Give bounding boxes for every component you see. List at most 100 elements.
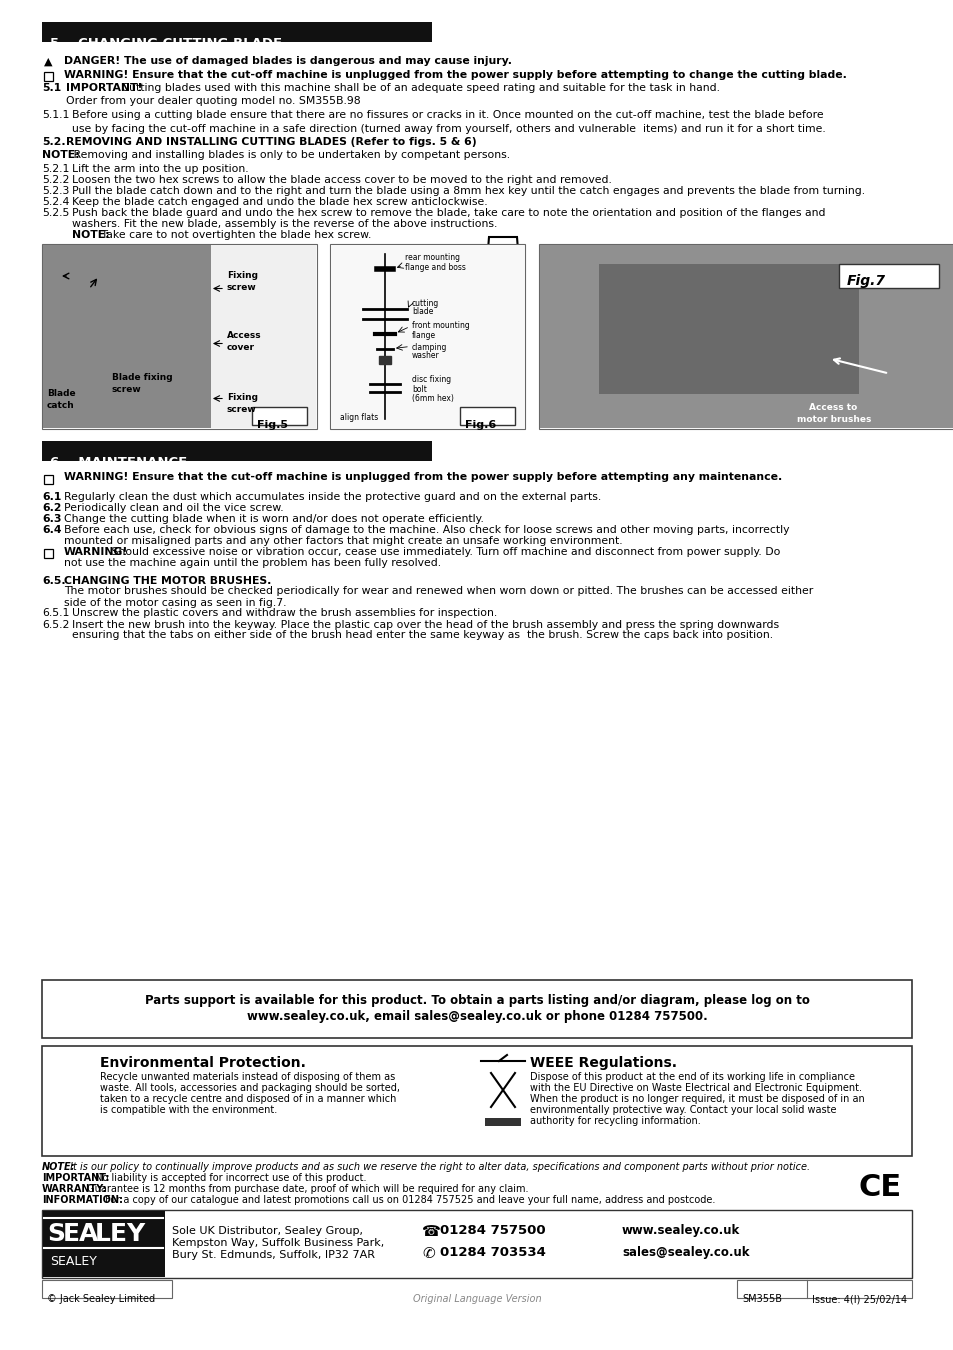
Text: bolt: bolt <box>412 385 426 393</box>
Text: © Jack Sealey Limited: © Jack Sealey Limited <box>47 1295 155 1304</box>
Text: Keep the blade catch engaged and undo the blade hex screw anticlockwise.: Keep the blade catch engaged and undo th… <box>71 197 487 207</box>
Text: 5.2.5: 5.2.5 <box>42 208 70 217</box>
Text: Insert the new brush into the keyway. Place the plastic cap over the head of the: Insert the new brush into the keyway. Pl… <box>71 620 779 629</box>
Text: WARNING! Ensure that the cut-off machine is unplugged from the power supply befo: WARNING! Ensure that the cut-off machine… <box>64 472 781 482</box>
Text: Kempston Way, Suffolk Business Park,: Kempston Way, Suffolk Business Park, <box>172 1238 384 1247</box>
Bar <box>44 474 53 483</box>
Text: Guarantee is 12 months from purchase date, proof of which will be required for a: Guarantee is 12 months from purchase dat… <box>84 1184 528 1193</box>
Text: 6.1: 6.1 <box>42 491 61 502</box>
Text: WARRANTY:: WARRANTY: <box>42 1184 108 1193</box>
Text: Fig.5: Fig.5 <box>256 420 288 429</box>
Text: Loosen the two hex screws to allow the blade access cover to be moved to the rig: Loosen the two hex screws to allow the b… <box>71 176 611 185</box>
Text: side of the motor casing as seen in fig.7.: side of the motor casing as seen in fig.… <box>64 598 286 608</box>
Circle shape <box>693 293 763 363</box>
Text: Fixing: Fixing <box>227 393 257 402</box>
Text: cover: cover <box>227 343 254 352</box>
Text: Before each use, check for obvious signs of damage to the machine. Also check fo: Before each use, check for obvious signs… <box>64 525 789 535</box>
Text: 5.2.2: 5.2.2 <box>42 176 70 185</box>
Text: NOTE:: NOTE: <box>71 230 110 240</box>
Text: 6.5.: 6.5. <box>42 575 66 586</box>
Text: WARNING! Ensure that the cut-off machine is unplugged from the power supply befo: WARNING! Ensure that the cut-off machine… <box>64 69 846 80</box>
Text: CHANGING THE MOTOR BRUSHES.: CHANGING THE MOTOR BRUSHES. <box>64 575 271 586</box>
Text: Unscrew the plastic covers and withdraw the brush assemblies for inspection.: Unscrew the plastic covers and withdraw … <box>71 609 497 618</box>
Text: not use the machine again until the problem has been fully resolved.: not use the machine again until the prob… <box>64 558 440 568</box>
Text: Parts support is available for this product. To obtain a parts listing and/or di: Parts support is available for this prod… <box>145 994 808 1007</box>
Text: catch: catch <box>47 401 74 409</box>
Text: Periodically clean and oil the vice screw.: Periodically clean and oil the vice scre… <box>64 504 283 513</box>
Text: Take care to not overtighten the blade hex screw.: Take care to not overtighten the blade h… <box>98 230 371 240</box>
Text: S: S <box>47 1222 65 1246</box>
Text: blade: blade <box>412 308 433 316</box>
Text: Push back the blade guard and undo the hex screw to remove the blade, take care : Push back the blade guard and undo the h… <box>71 208 824 217</box>
Text: 6.5.1: 6.5.1 <box>42 609 70 618</box>
Bar <box>211 244 315 428</box>
Text: screw: screw <box>112 386 142 394</box>
Text: 5.1.1: 5.1.1 <box>42 109 70 120</box>
Text: use by facing the cut-off machine in a safe direction (turned away from yourself: use by facing the cut-off machine in a s… <box>71 123 825 134</box>
Text: It is our policy to continually improve products and as such we reserve the righ: It is our policy to continually improve … <box>67 1162 809 1172</box>
Text: REMOVING AND INSTALLING CUTTING BLADES (Refer to figs. 5 & 6): REMOVING AND INSTALLING CUTTING BLADES (… <box>66 136 476 147</box>
Text: front mounting: front mounting <box>412 321 469 331</box>
Bar <box>44 72 53 81</box>
Text: The motor brushes should be checked periodically for wear and renewed when worn : The motor brushes should be checked peri… <box>64 586 812 597</box>
Text: ensuring that the tabs on either side of the brush head enter the same keyway as: ensuring that the tabs on either side of… <box>71 630 772 640</box>
Text: 5.1: 5.1 <box>42 82 61 93</box>
Text: 5.   CHANGING CUTTING BLADE: 5. CHANGING CUTTING BLADE <box>50 36 282 50</box>
Bar <box>252 406 307 424</box>
Text: INFORMATION:: INFORMATION: <box>42 1195 123 1206</box>
Text: Fig.7: Fig.7 <box>846 274 885 288</box>
Text: ✆: ✆ <box>421 1246 435 1261</box>
Text: 5.2.1: 5.2.1 <box>42 163 70 174</box>
Bar <box>484 1118 520 1126</box>
Bar <box>737 1280 911 1297</box>
Bar <box>459 406 515 424</box>
Text: authority for recycling information.: authority for recycling information. <box>530 1116 700 1126</box>
Text: Order from your dealer quoting model no. SM355B.98: Order from your dealer quoting model no.… <box>66 96 360 107</box>
Text: Fixing: Fixing <box>227 271 257 281</box>
Text: 6.3: 6.3 <box>42 514 61 524</box>
Text: Change the cutting blade when it is worn and/or does not operate efficiently.: Change the cutting blade when it is worn… <box>64 514 483 524</box>
Text: For a copy of our catalogue and latest promotions call us on 01284 757525 and le: For a copy of our catalogue and latest p… <box>102 1195 715 1206</box>
Text: Removing and installing blades is only to be undertaken by competant persons.: Removing and installing blades is only t… <box>70 150 510 161</box>
Bar <box>330 243 524 428</box>
Text: Before using a cutting blade ensure that there are no fissures or cracks in it. : Before using a cutting blade ensure that… <box>71 109 822 120</box>
Text: NOTE:: NOTE: <box>42 1162 75 1172</box>
Text: 01284 703534: 01284 703534 <box>439 1246 545 1260</box>
Text: rear mounting: rear mounting <box>405 254 459 262</box>
Text: Issue: 4(I) 25/02/14: Issue: 4(I) 25/02/14 <box>811 1295 906 1304</box>
Text: 5.2.: 5.2. <box>42 136 66 147</box>
Text: taken to a recycle centre and disposed of in a manner which: taken to a recycle centre and disposed o… <box>100 1094 395 1104</box>
Bar <box>43 1211 165 1277</box>
Text: clamping: clamping <box>412 343 447 351</box>
Text: Original Language Version: Original Language Version <box>413 1295 540 1304</box>
Text: 01284 757500: 01284 757500 <box>439 1224 545 1237</box>
Text: with the EU Directive on Waste Electrical and Electronic Equipment.: with the EU Directive on Waste Electrica… <box>530 1083 862 1094</box>
Text: screw: screw <box>227 405 256 414</box>
Bar <box>378 355 391 363</box>
Bar <box>331 244 523 428</box>
Bar <box>42 243 316 428</box>
Text: environmentally protective way. Contact your local solid waste: environmentally protective way. Contact … <box>530 1106 836 1115</box>
Text: Dispose of this product at the end of its working life in compliance: Dispose of this product at the end of it… <box>530 1072 854 1081</box>
Text: WEEE Regulations.: WEEE Regulations. <box>530 1056 677 1071</box>
Text: 6.5.2: 6.5.2 <box>42 620 70 629</box>
Text: washers. Fit the new blade, assembly is the reverse of the above instructions.: washers. Fit the new blade, assembly is … <box>71 219 497 230</box>
Text: ▲: ▲ <box>44 57 52 68</box>
Text: 6.2: 6.2 <box>42 504 61 513</box>
Bar <box>539 244 952 428</box>
Bar <box>42 22 432 42</box>
Text: cutting: cutting <box>412 298 438 308</box>
Text: sales@sealey.co.uk: sales@sealey.co.uk <box>621 1246 749 1260</box>
Text: screw: screw <box>227 284 256 293</box>
Text: Access to: Access to <box>808 404 857 413</box>
Bar <box>538 243 953 428</box>
Text: IMPORTANT!: IMPORTANT! <box>66 82 142 93</box>
Text: Blade fixing: Blade fixing <box>112 374 172 382</box>
Text: A: A <box>79 1222 98 1246</box>
Text: Cutting blades used with this machine shall be of an adequate speed rating and s: Cutting blades used with this machine sh… <box>118 82 720 93</box>
Bar <box>42 980 911 1038</box>
Bar <box>42 1280 172 1297</box>
Text: SM355B: SM355B <box>741 1295 781 1304</box>
Text: Regularly clean the dust which accumulates inside the protective guard and on th: Regularly clean the dust which accumulat… <box>64 491 600 502</box>
Text: Blade: Blade <box>47 389 75 397</box>
